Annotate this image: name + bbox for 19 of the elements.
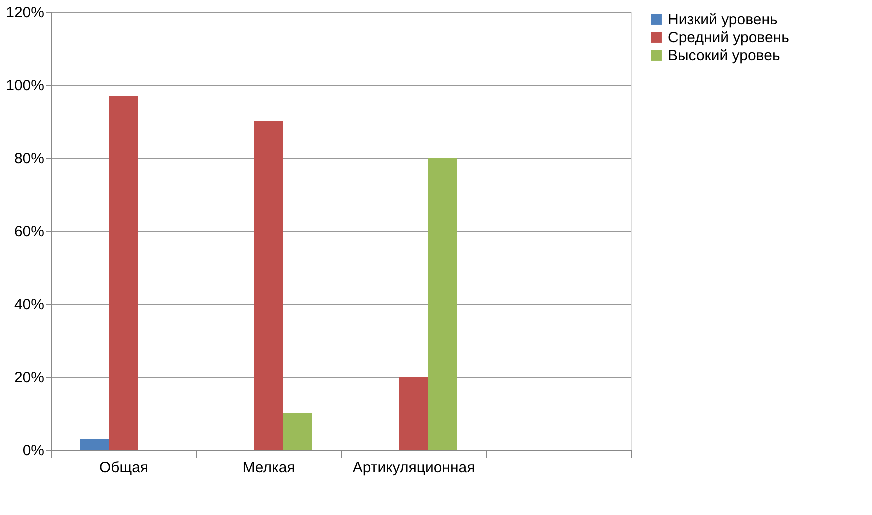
bar <box>254 122 283 450</box>
bar <box>109 96 138 450</box>
bar <box>399 377 428 450</box>
y-tick-label: 40% <box>14 296 44 314</box>
x-tick-label: Общая <box>99 460 149 476</box>
legend-label: Высокий уровеь <box>668 48 780 64</box>
y-tick-label: 100% <box>6 78 44 94</box>
y-tick-label: 80% <box>14 150 44 168</box>
bar <box>283 414 312 450</box>
x-tick-label: Артикуляционная <box>352 460 476 476</box>
y-tick-label: 120% <box>6 4 44 22</box>
bar <box>428 158 457 450</box>
legend-label: Средний уровень <box>668 30 790 46</box>
y-tick-label: 20% <box>14 370 44 386</box>
x-tick-label: Мелкая <box>242 460 296 476</box>
legend-label: Низкий уровень <box>668 12 778 28</box>
bar <box>80 439 109 450</box>
y-tick-label: 60% <box>14 224 44 240</box>
y-tick-label: 0% <box>22 442 44 460</box>
